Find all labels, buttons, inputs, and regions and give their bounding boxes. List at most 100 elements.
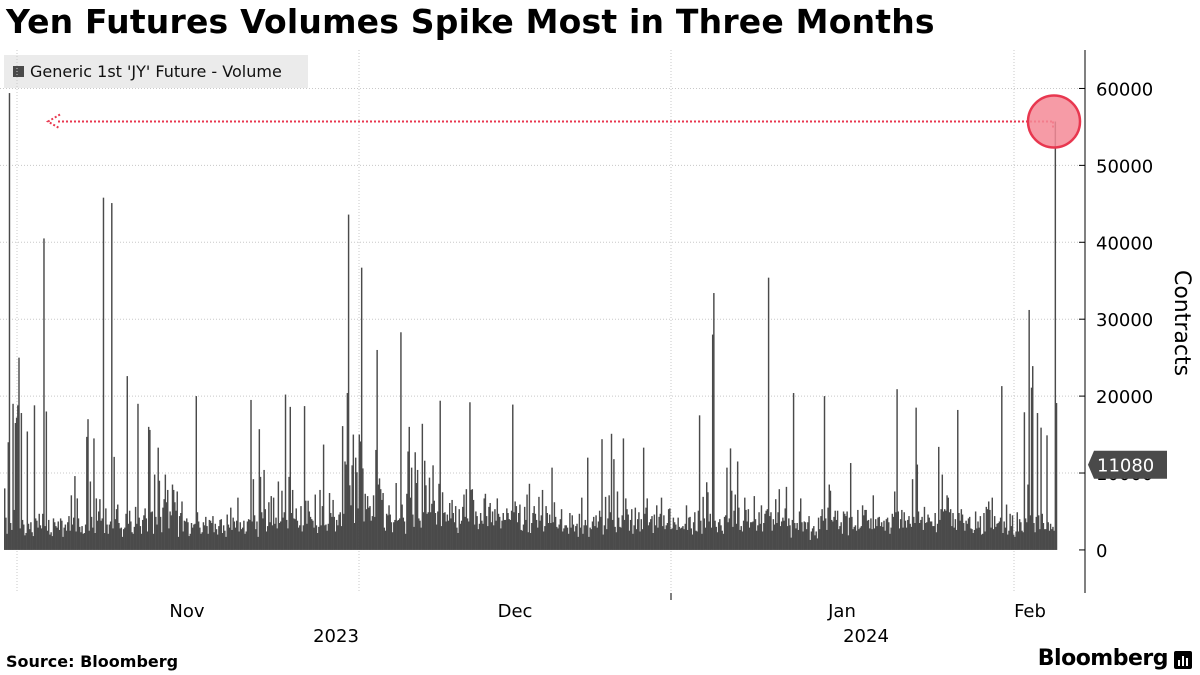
- volume-bar: [226, 514, 228, 550]
- volume-bar: [438, 483, 440, 550]
- volume-bar: [387, 515, 389, 550]
- volume-bar: [215, 529, 218, 550]
- x-tick-label: Dec: [498, 601, 533, 622]
- volume-bar: [191, 527, 194, 550]
- volume-bar: [720, 525, 722, 550]
- volume-bar: [88, 530, 90, 550]
- volume-bar: [835, 519, 838, 550]
- volume-bar: [703, 518, 706, 550]
- volume-bar: [878, 516, 880, 550]
- volume-bar: [476, 516, 478, 550]
- volume-bar: [453, 522, 456, 550]
- volume-bar: [177, 536, 180, 550]
- volume-bar: [953, 527, 955, 550]
- volume-bar: [221, 533, 224, 550]
- volume-bar: [788, 518, 790, 550]
- volume-bar: [836, 510, 839, 550]
- volume-bar: [883, 520, 885, 550]
- volume-bar: [180, 513, 182, 550]
- volume-bar: [90, 516, 93, 550]
- annotation-highlight-circle: [1026, 94, 1082, 149]
- volume-bar: [604, 496, 607, 550]
- volume-bar: [86, 436, 88, 550]
- volume-bar: [744, 497, 746, 550]
- volume-bar: [176, 491, 178, 550]
- volume-bar: [9, 523, 12, 550]
- volume-bar: [425, 485, 427, 550]
- volume-bar: [601, 439, 603, 550]
- volume-bar: [408, 426, 410, 550]
- volume-bar: [640, 519, 642, 550]
- volume-bar: [345, 464, 347, 550]
- volume-bar: [914, 523, 916, 550]
- volume-bar: [263, 469, 265, 550]
- volume-bar: [550, 523, 552, 550]
- volume-bar: [670, 529, 672, 550]
- volume-bar: [955, 529, 958, 550]
- volume-bar: [484, 493, 487, 550]
- volume-bar: [250, 399, 252, 550]
- volume-bar: [130, 521, 132, 550]
- volume-bar: [999, 517, 1002, 550]
- volume-bar: [784, 508, 786, 550]
- volume-bar: [377, 484, 380, 550]
- volume-bar: [178, 516, 181, 550]
- volume-bar: [370, 520, 372, 550]
- volume-bar: [1045, 529, 1047, 550]
- volume-bar: [51, 536, 54, 550]
- volume-bar: [520, 529, 522, 550]
- volume-bar: [796, 523, 798, 550]
- volume-bar: [959, 520, 961, 550]
- volume-bar: [38, 513, 40, 550]
- volume-bar: [893, 491, 896, 550]
- volume-bar: [891, 513, 894, 550]
- volume-bar: [151, 511, 153, 550]
- volume-bar: [42, 513, 44, 550]
- volume-bar: [172, 489, 175, 550]
- volume-bar: [57, 521, 59, 550]
- volume-bar: [78, 526, 81, 550]
- volume-bar: [44, 526, 46, 550]
- volume-bar: [967, 518, 970, 550]
- volume-bar: [980, 534, 983, 550]
- y-tick-label: 60000: [1096, 79, 1153, 100]
- volume-bar: [478, 523, 481, 550]
- volume-bar: [293, 518, 295, 550]
- volume-bar: [1049, 523, 1052, 550]
- volume-bar: [638, 512, 640, 550]
- volume-bar: [391, 532, 394, 550]
- volume-bar: [268, 502, 270, 550]
- volume-bar: [810, 531, 813, 550]
- volume-bar: [120, 527, 123, 550]
- x-tick-label: Feb: [1014, 601, 1046, 622]
- volume-bar: [763, 523, 765, 550]
- volume-bar: [583, 525, 585, 550]
- volume-bar: [314, 494, 316, 550]
- volume-bar: [157, 447, 159, 550]
- volume-bar: [715, 526, 717, 550]
- volume-bar: [1048, 530, 1051, 550]
- volume-bar: [623, 519, 626, 550]
- volume-bar: [429, 512, 432, 550]
- brand-logo: Bloomberg: [1037, 646, 1169, 671]
- volume-bar: [528, 483, 531, 550]
- volume-bar: [802, 531, 804, 550]
- volume-bar: [820, 516, 822, 550]
- volume-bar: [327, 523, 330, 550]
- volume-bar: [729, 448, 732, 550]
- volume-bar: [719, 519, 721, 550]
- volume-bar: [606, 529, 608, 550]
- volume-bar: [848, 517, 851, 550]
- volume-bar: [503, 519, 506, 550]
- volume-bar: [964, 530, 966, 550]
- volume-bar: [14, 423, 17, 550]
- volume-bar: [557, 528, 559, 550]
- volume-bar: [93, 438, 95, 550]
- volume-bar: [266, 526, 269, 550]
- volume-bar: [170, 515, 173, 550]
- volume-bar: [529, 533, 532, 550]
- volume-bar: [1016, 512, 1018, 550]
- volume-bar: [535, 519, 538, 550]
- volume-bar: [418, 518, 420, 550]
- volume-bar: [992, 529, 995, 550]
